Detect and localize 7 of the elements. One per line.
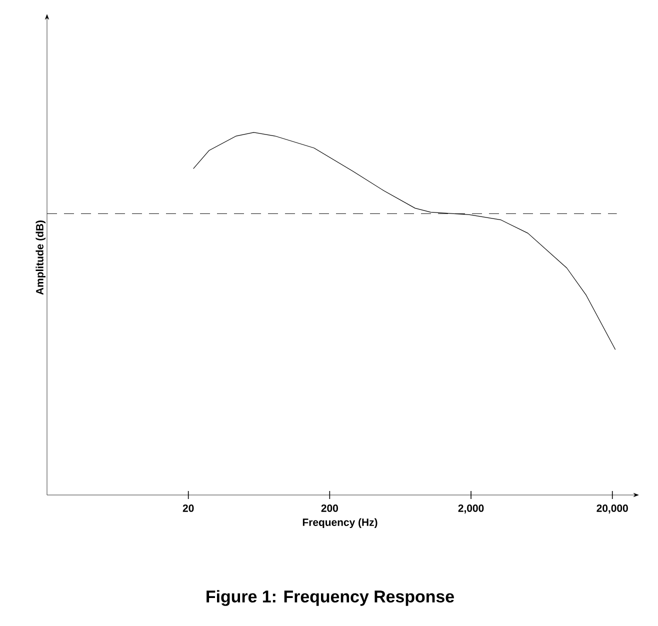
y-axis-title: Amplitude (dB) [36,220,46,295]
text: Figure 1: Frequency Response [206,590,454,606]
x-tick-label: 200 [321,504,338,512]
x-axis-title: Frequency (Hz) [302,518,378,528]
x-tick-label: 20 [182,504,194,512]
x-tick-label: 2,000 [458,504,484,514]
x-tick-label: 20,000 [596,504,628,514]
